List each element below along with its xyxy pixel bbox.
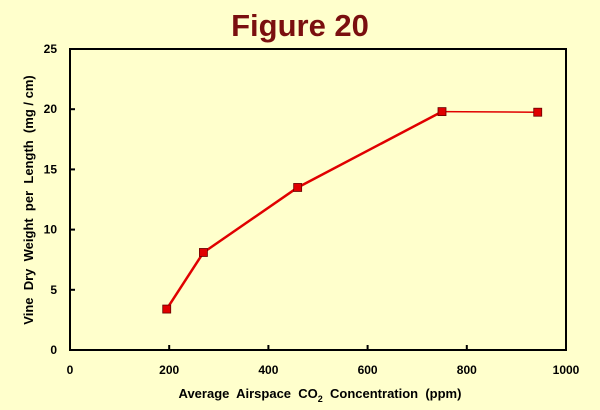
y-tick-label: 20 <box>44 102 58 116</box>
chart-title: Figure 20 <box>231 8 369 43</box>
x-tick-label: 600 <box>358 363 378 377</box>
plot-area <box>69 48 567 351</box>
series-line-segment <box>441 110 538 113</box>
data-point-marker <box>437 107 447 117</box>
x-tick-label: 0 <box>67 363 74 377</box>
x-tick-label: 800 <box>457 363 477 377</box>
y-axis: 0 5 10 15 20 25 <box>44 42 75 357</box>
data-point-marker <box>533 107 543 117</box>
y-tick-label: 0 <box>50 343 57 357</box>
y-tick-label: 15 <box>44 162 58 176</box>
x-axis-label-subscript: 2 <box>318 394 323 404</box>
series-line-segment <box>165 251 205 310</box>
series-line-segment <box>297 110 443 189</box>
series-group <box>162 107 543 314</box>
x-axis-label-end: Concentration (ppm) <box>323 386 462 401</box>
data-point-marker <box>162 304 172 314</box>
y-tick-label: 5 <box>50 283 57 297</box>
x-axis-label: Average Airspace CO2 Concentration (ppm) <box>179 386 462 404</box>
y-tick-label: 25 <box>44 42 58 56</box>
x-tick-label: 400 <box>258 363 278 377</box>
y-tick-label: 10 <box>44 223 58 237</box>
data-point-marker <box>293 183 303 192</box>
x-axis: 0 200 400 600 800 1000 <box>67 345 580 377</box>
x-axis-label-main: Average Airspace CO <box>179 386 318 401</box>
y-axis-label: Vine Dry Weight per Length (mg / cm) <box>21 75 36 324</box>
series-line-segment <box>202 186 299 254</box>
data-point-marker <box>199 248 208 257</box>
x-tick-label: 1000 <box>553 363 580 377</box>
x-tick-label: 200 <box>159 363 179 377</box>
